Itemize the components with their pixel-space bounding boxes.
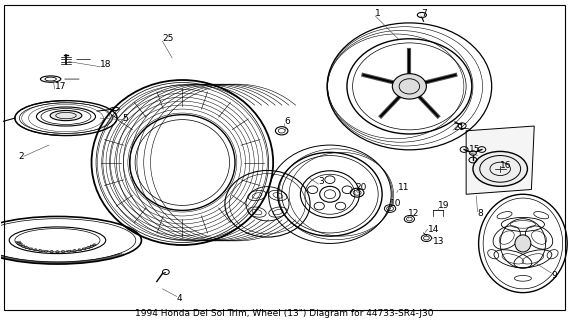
Text: 16: 16 [500,161,512,170]
Text: 3: 3 [319,177,324,186]
Text: 25: 25 [163,34,174,43]
Ellipse shape [515,235,531,252]
Text: 21: 21 [453,123,464,132]
Circle shape [17,242,20,244]
Circle shape [56,251,59,253]
Circle shape [86,247,90,249]
Circle shape [61,251,65,252]
Text: 9: 9 [551,271,557,280]
Text: 4: 4 [176,294,182,303]
Text: 14: 14 [427,225,439,234]
Ellipse shape [393,74,426,99]
Circle shape [73,250,76,252]
Circle shape [90,245,93,247]
Text: 18: 18 [100,60,112,69]
Text: 12: 12 [408,209,419,218]
Circle shape [78,249,81,251]
Text: 13: 13 [433,237,445,246]
Ellipse shape [469,151,476,155]
Text: 2: 2 [19,152,24,161]
Circle shape [39,250,42,252]
Text: 15: 15 [469,145,480,154]
Text: 6: 6 [284,117,290,126]
Circle shape [83,248,86,250]
Text: 10: 10 [390,199,402,208]
Text: 17: 17 [55,82,66,91]
Circle shape [19,244,22,246]
Circle shape [44,250,48,252]
Ellipse shape [50,110,82,121]
Circle shape [34,249,37,251]
Circle shape [25,247,28,249]
Circle shape [29,248,32,250]
Polygon shape [466,126,534,194]
Text: 7: 7 [420,9,427,18]
Text: 5: 5 [123,114,129,123]
Circle shape [22,245,25,247]
Circle shape [93,244,96,246]
Text: 8: 8 [477,209,483,218]
Ellipse shape [473,151,527,186]
Circle shape [67,250,71,252]
Text: 19: 19 [438,201,450,210]
Text: 20: 20 [356,183,367,192]
Text: 11: 11 [398,183,410,192]
Text: 1: 1 [376,9,381,18]
Text: 1994 Honda Del Sol Trim, Wheel (13") Diagram for 44733-SR4-J30: 1994 Honda Del Sol Trim, Wheel (13") Dia… [135,309,434,318]
Circle shape [50,251,53,252]
